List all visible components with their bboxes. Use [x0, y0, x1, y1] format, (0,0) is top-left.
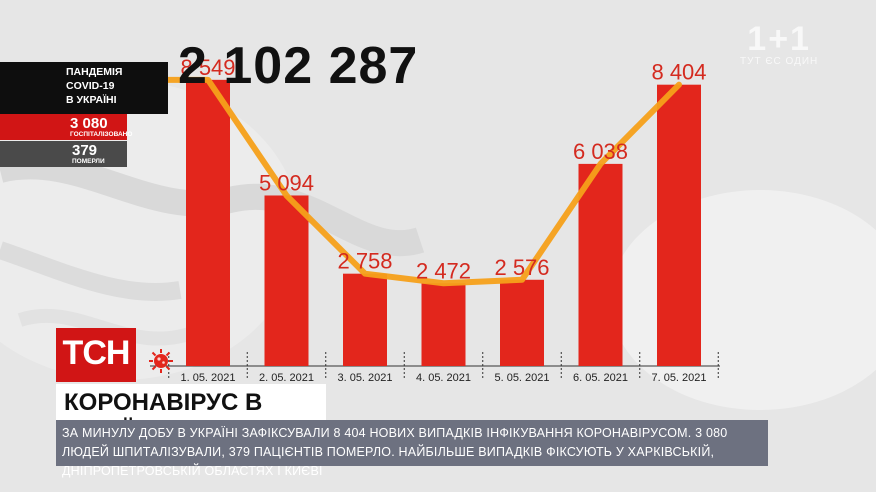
- bar: [657, 84, 701, 366]
- bar: [264, 195, 309, 366]
- data-label: 2 758: [337, 249, 392, 274]
- total-cases-number: 2 102 287: [178, 37, 419, 95]
- pandemic-title: ПАНДЕМІЯ COVID-19 В УКРАЇНІ: [66, 65, 166, 107]
- pandemic-title-line: ПАНДЕМІЯ: [66, 66, 123, 78]
- x-tick-label: 5. 05. 2021: [494, 372, 549, 384]
- news-ticker: ЗА МИНУЛУ ДОБУ В УКРАЇНІ ЗАФІКСУВАЛИ 8 4…: [56, 420, 768, 478]
- deaths-stat: 379 ПОМЕРЛИ: [0, 141, 127, 167]
- bar: [578, 163, 623, 366]
- pandemic-panel: ПАНДЕМІЯ COVID-19 В УКРАЇНІ: [0, 62, 168, 114]
- deaths-value: 379: [72, 142, 98, 159]
- x-tick-label: 1. 05. 2021: [180, 372, 235, 384]
- bar: [343, 273, 387, 366]
- x-tick-label: 3. 05. 2021: [337, 372, 392, 384]
- watermark-logo: 1+1: [747, 20, 811, 58]
- channel-watermark: 1+1 ТУТ ЄС ОДИН: [740, 22, 818, 67]
- hospitalized-value: 3 080: [70, 115, 108, 132]
- pandemic-title-line: COVID-19: [66, 80, 115, 92]
- data-label: 2 472: [416, 258, 471, 283]
- headline-banner: КОРОНАВІРУС В УКРАЇНІ: [56, 384, 326, 444]
- data-label: 6 038: [573, 139, 628, 164]
- x-tick-label: 6. 05. 2021: [573, 372, 628, 384]
- watermark-slogan: ТУТ ЄС ОДИН: [740, 56, 819, 67]
- hospitalized-stat: 3 080 ГОСПІТАЛІЗОВАНО: [0, 114, 132, 140]
- virus-icon: [149, 349, 173, 373]
- x-tick-label: 2. 05. 2021: [259, 372, 314, 384]
- data-label: 5 094: [259, 170, 314, 195]
- series-line: [0, 76, 682, 287]
- data-label: 8 549: [180, 55, 235, 80]
- pandemic-title-line: В УКРАЇНІ: [66, 94, 117, 106]
- data-label: 8 404: [651, 60, 706, 85]
- bar: [186, 79, 230, 367]
- data-label: 2 576: [494, 255, 549, 280]
- ticker-text: ЗА МИНУЛУ ДОБУ В УКРАЇНІ ЗАФІКСУВАЛИ 8 4…: [62, 426, 728, 478]
- tsn-logo: ТСН: [56, 328, 136, 382]
- hospitalized-label: ГОСПІТАЛІЗОВАНО: [70, 131, 133, 138]
- x-tick-label: 4. 05. 2021: [416, 372, 471, 384]
- x-tick-label: 7. 05. 2021: [651, 372, 706, 384]
- deaths-label: ПОМЕРЛИ: [72, 158, 105, 165]
- bar: [421, 283, 466, 366]
- bar: [500, 279, 544, 366]
- tsn-logo-text: ТСН: [62, 334, 131, 372]
